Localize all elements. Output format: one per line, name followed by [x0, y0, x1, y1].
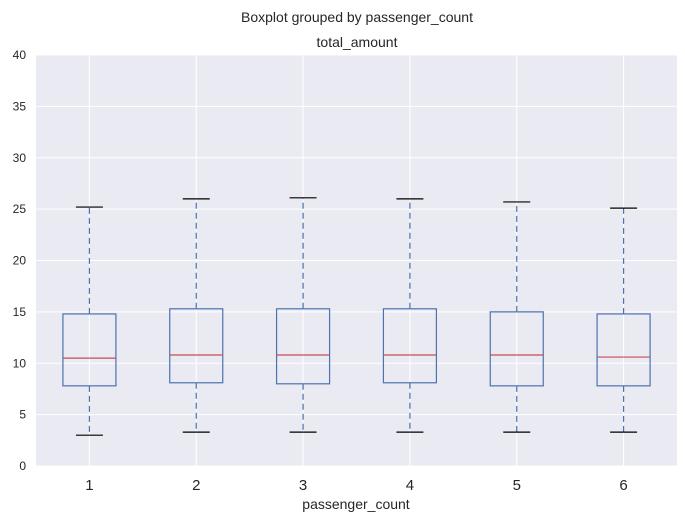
- iqr-box: [275, 308, 331, 385]
- y-tick-label-20: 20: [13, 254, 27, 268]
- x-tick-label-6: 6: [619, 477, 627, 494]
- y-axis-ticks: 0 5 10 15 20 25 30 35 40: [13, 48, 27, 473]
- x-tick-label-3: 3: [299, 477, 307, 494]
- y-tick-label-0: 0: [19, 459, 26, 473]
- chart-title: total_amount: [317, 34, 398, 50]
- iqr-box: [596, 313, 651, 387]
- box-2: [169, 198, 224, 433]
- box-3: [275, 197, 331, 433]
- y-tick-label-15: 15: [13, 305, 27, 319]
- x-tick-label-5: 5: [513, 477, 521, 494]
- iqr-box: [62, 313, 117, 387]
- x-tick-label-2: 2: [192, 477, 200, 494]
- y-tick-label-10: 10: [13, 356, 27, 370]
- y-tick-label-5: 5: [19, 408, 26, 422]
- box-5: [489, 201, 544, 433]
- chart-suptitle: Boxplot grouped by passenger_count: [241, 9, 473, 25]
- y-tick-label-30: 30: [13, 151, 27, 165]
- iqr-box: [489, 311, 544, 387]
- iqr-box: [382, 308, 438, 384]
- box-4: [382, 198, 438, 433]
- iqr-box: [169, 308, 224, 384]
- boxes: [62, 197, 651, 436]
- x-tick-label-1: 1: [85, 477, 93, 494]
- box-6: [596, 207, 651, 433]
- y-tick-label-40: 40: [13, 48, 27, 62]
- x-axis-label: passenger_count: [302, 496, 410, 512]
- x-tick-label-4: 4: [406, 477, 414, 494]
- box-1: [62, 206, 117, 436]
- y-tick-label-25: 25: [13, 202, 27, 216]
- y-tick-label-35: 35: [13, 99, 27, 113]
- x-axis-ticks: 1 2 3 4 5 6: [85, 477, 628, 494]
